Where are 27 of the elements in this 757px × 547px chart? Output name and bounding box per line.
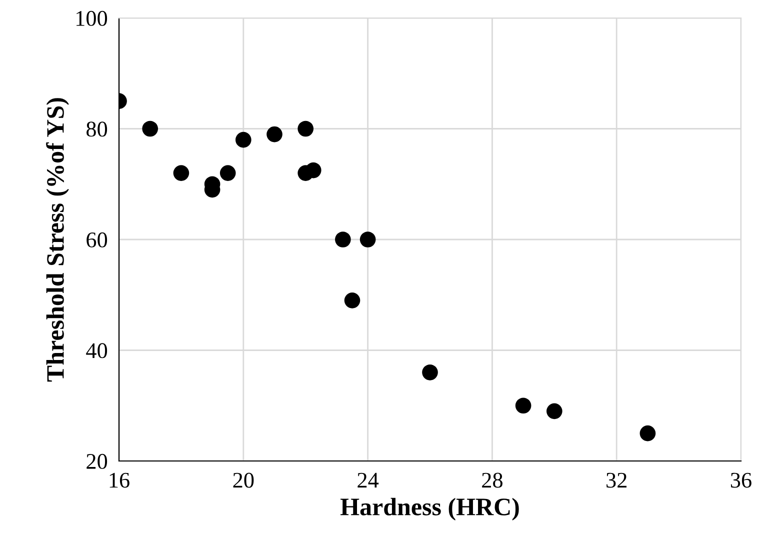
x-tick-label: 16 (110, 472, 130, 488)
x-tick-label: 32 (606, 472, 626, 488)
y-tick-label: 60 (86, 232, 108, 248)
y-tick-label: 40 (86, 343, 108, 358)
point (640, 425, 656, 442)
point (235, 132, 252, 148)
y-tick-label: 80 (86, 122, 108, 137)
y-tick-label: 20 (86, 454, 108, 469)
point (142, 120, 158, 137)
y-axis-title: Threshold Stress (%of YS) (46, 98, 69, 382)
y-tick-label: 100 (76, 10, 108, 26)
point (422, 364, 438, 380)
point (173, 165, 190, 181)
x-tick-label: 36 (730, 472, 752, 488)
x-axis-title: Hardness (HRC) (340, 498, 519, 520)
x-tick-label: 28 (482, 472, 502, 488)
point (335, 232, 351, 248)
point (266, 126, 282, 142)
point (305, 162, 322, 178)
point (344, 292, 360, 308)
x-tick-label: 24 (358, 472, 379, 488)
point (220, 165, 236, 181)
point (298, 120, 314, 137)
point (360, 232, 376, 248)
point (546, 403, 562, 420)
x-tick-label: 20 (233, 472, 254, 488)
point (515, 398, 532, 414)
